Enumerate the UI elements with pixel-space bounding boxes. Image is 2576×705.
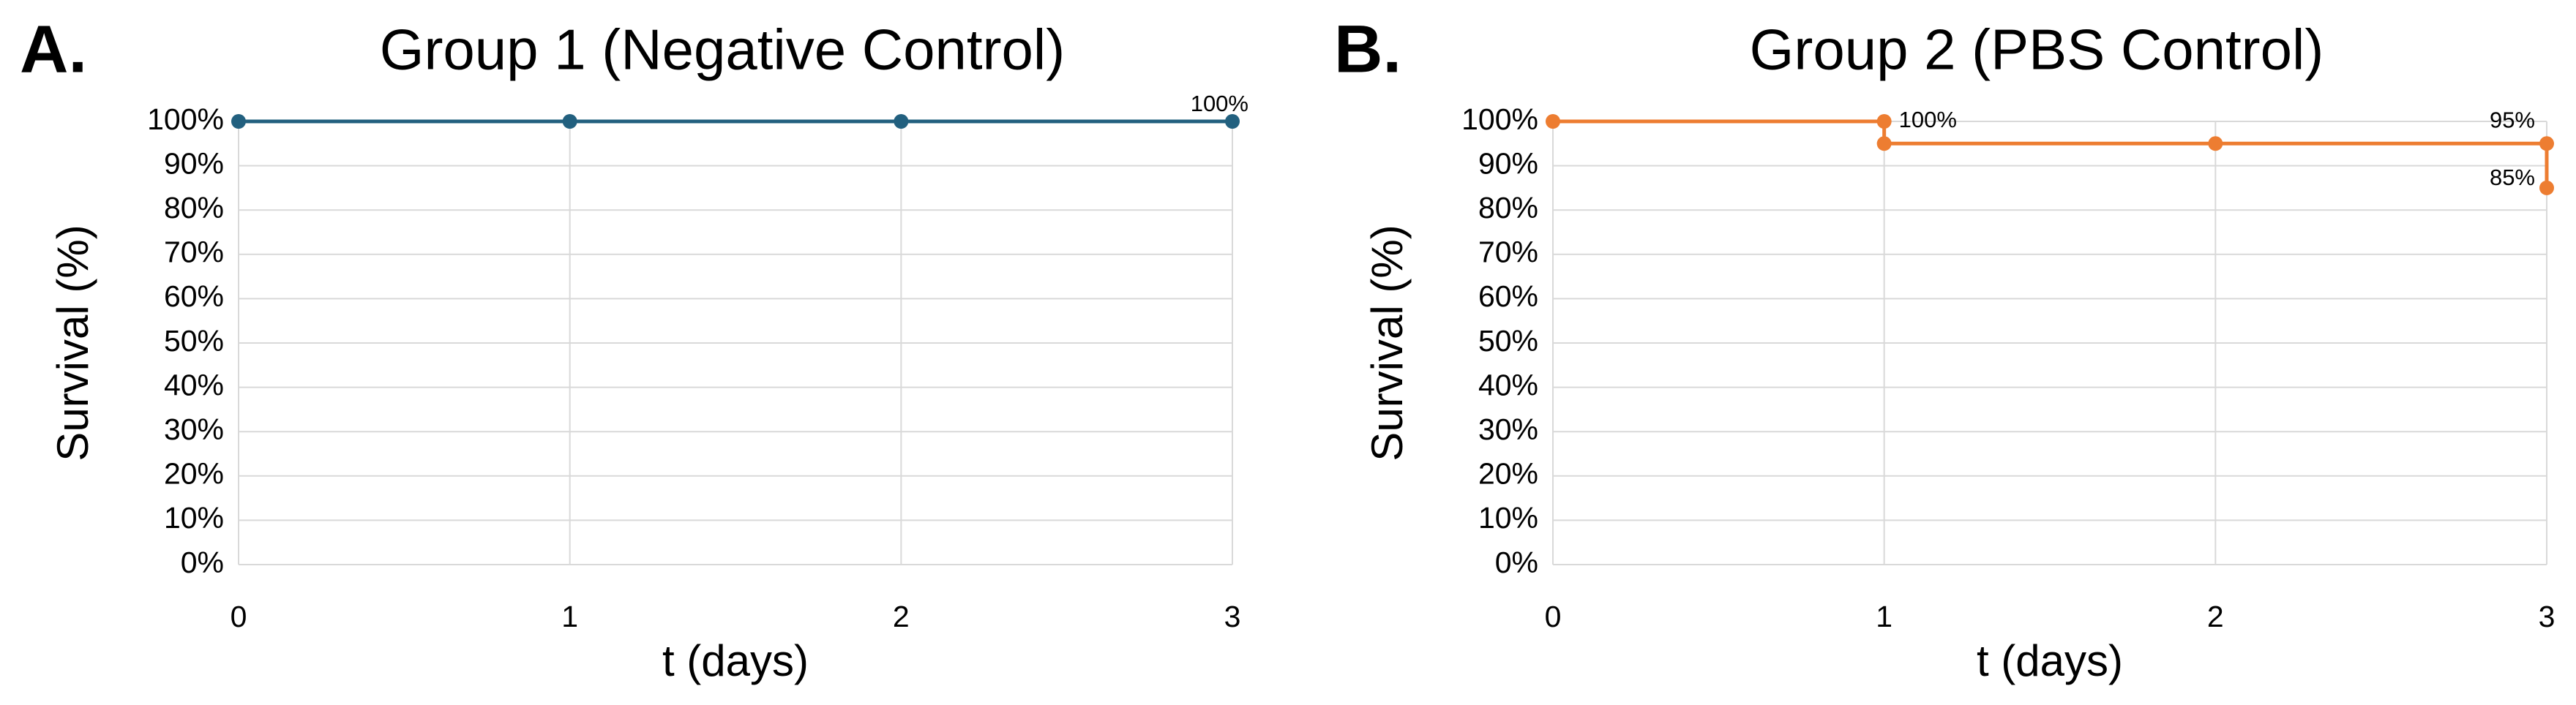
y-tick-label: 70%	[1478, 235, 1538, 269]
data-point	[1225, 114, 1240, 129]
x-tick-label: 1	[1876, 600, 1892, 633]
x-axis-title: t (days)	[1977, 636, 2123, 685]
y-tick-label: 0%	[1495, 546, 1538, 579]
x-tick-label: 0	[231, 600, 247, 633]
y-tick-label: 40%	[164, 368, 224, 401]
y-tick-label: 10%	[164, 501, 224, 535]
y-tick-label: 80%	[1478, 191, 1538, 225]
y-tick-label: 100%	[1461, 102, 1538, 136]
y-tick-label: 70%	[164, 235, 224, 269]
y-tick-label: 50%	[164, 324, 224, 358]
chart-panel: B. Group 2 (PBS Control) 0% 10% 20% 30% 40% 50%…	[1334, 12, 2555, 685]
data-point	[1876, 136, 1892, 151]
y-tick-label: 50%	[1478, 324, 1538, 358]
y-tick-label: 100%	[147, 102, 224, 136]
y-tick-label: 90%	[1478, 146, 1538, 180]
y-tick-label: 90%	[164, 146, 224, 180]
data-point	[2208, 136, 2223, 151]
x-tick-label: 2	[893, 600, 910, 633]
y-tick-label: 0%	[181, 546, 224, 579]
chart-panel: A. Group 1 (Negative Control) 0% 10% 20% 30% 4…	[20, 12, 1248, 685]
data-label: 85%	[2490, 165, 2535, 190]
y-tick-label: 80%	[164, 191, 224, 225]
chart-title: Group 2 (PBS Control)	[1750, 18, 2324, 82]
x-tick-label: 2	[2207, 600, 2224, 633]
data-point	[2539, 136, 2554, 151]
data-point	[1876, 114, 1892, 129]
x-axis-title: t (days)	[662, 636, 809, 685]
y-tick-label: 20%	[164, 457, 224, 491]
y-tick-label: 40%	[1478, 368, 1538, 401]
chart-title: Group 1 (Negative Control)	[380, 18, 1065, 82]
y-tick-label: 30%	[164, 412, 224, 446]
x-tick-label: 3	[2539, 600, 2556, 633]
y-tick-label: 60%	[1478, 279, 1538, 313]
data-point	[231, 114, 246, 129]
y-tick-label: 10%	[1478, 501, 1538, 535]
y-tick-label: 60%	[164, 279, 224, 313]
data-point	[1546, 114, 1560, 129]
data-point	[562, 114, 577, 129]
panel-label: B.	[1334, 12, 1401, 86]
data-point	[894, 114, 909, 129]
x-tick-label: 1	[561, 600, 578, 633]
data-point	[2539, 180, 2554, 195]
data-label: 95%	[2490, 107, 2535, 132]
series-line	[1553, 119, 2549, 188]
y-tick-label: 30%	[1478, 412, 1538, 446]
data-label: 100%	[1191, 91, 1248, 116]
y-axis-title: Survival (%)	[1363, 225, 1412, 461]
x-tick-label: 0	[1545, 600, 1562, 633]
panel-label: A.	[20, 12, 87, 86]
x-tick-label: 3	[1224, 600, 1241, 633]
y-axis-title: Survival (%)	[48, 225, 97, 461]
y-tick-label: 20%	[1478, 457, 1538, 491]
data-label: 100%	[1899, 107, 1957, 132]
